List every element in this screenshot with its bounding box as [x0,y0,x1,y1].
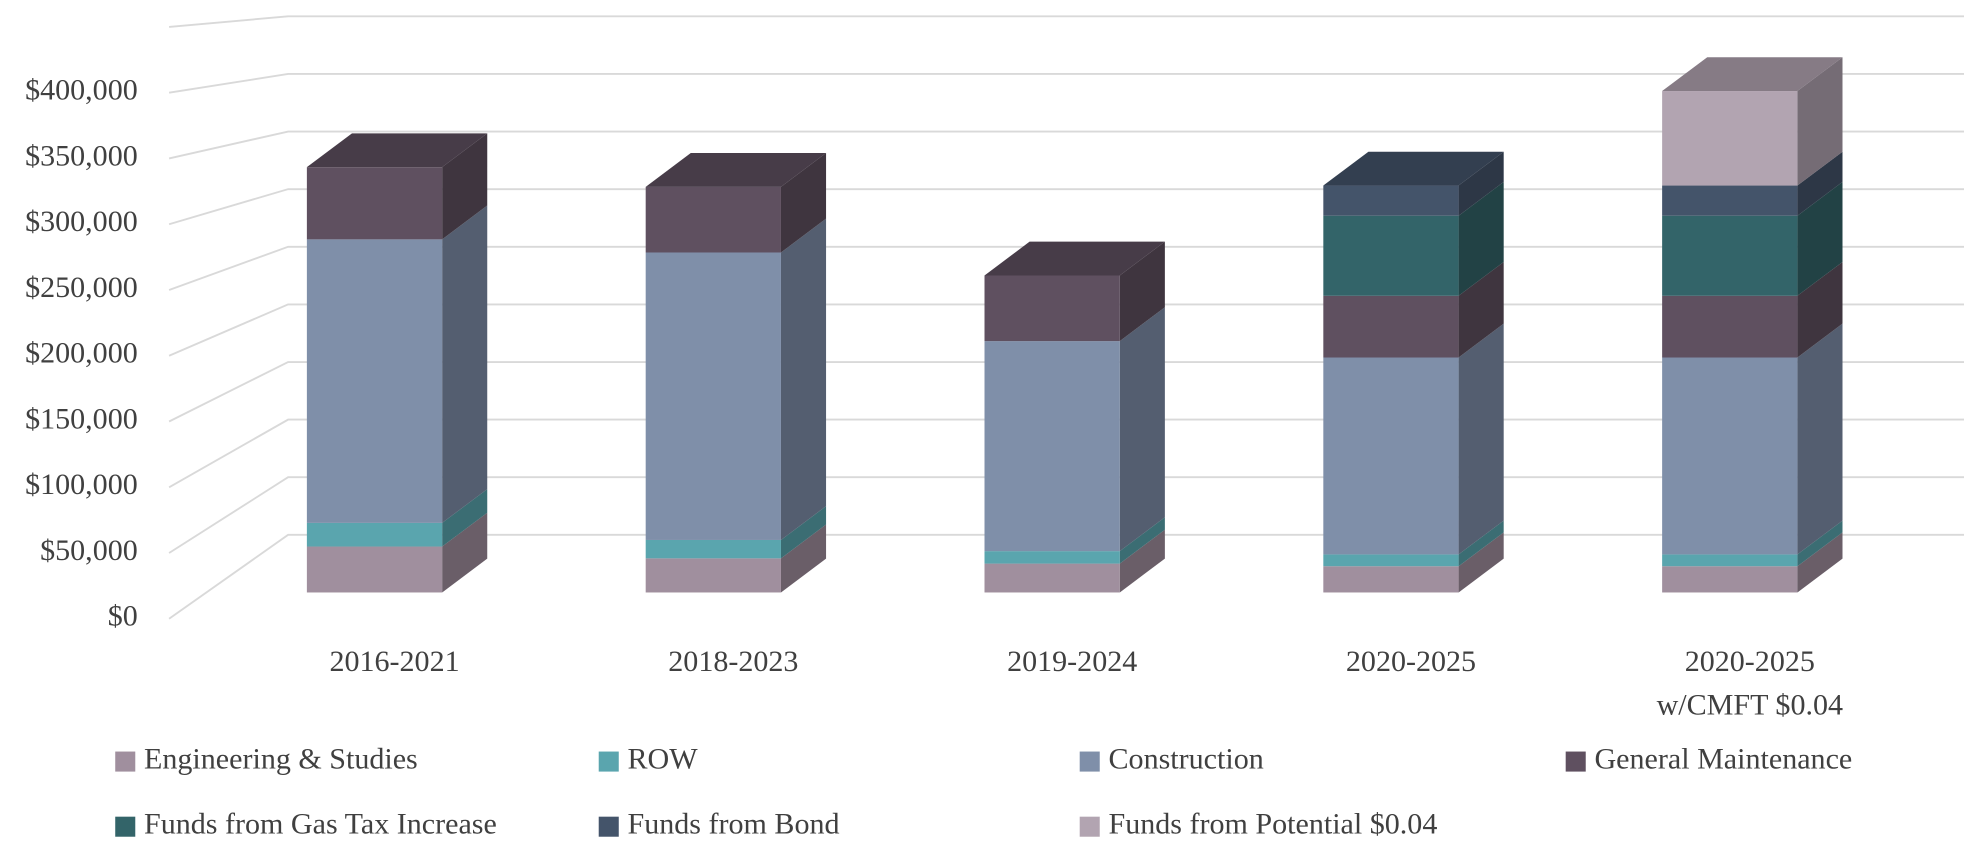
legend-label: ROW [628,741,699,775]
y-tick-label: $150,000 [25,401,138,435]
bar-side [1797,181,1843,296]
legend-swatch [1079,751,1100,772]
x-tick-label: 2016-2021 [329,644,459,678]
bar-segment [1323,295,1459,358]
bar-side [1119,307,1165,552]
bar-segment [645,539,781,559]
wall-edge [169,15,1964,28]
x-tick-label: 2019-2024 [1007,644,1137,678]
bar-segment [306,546,443,593]
bar-segment [306,239,443,523]
bar-segment [1662,554,1798,567]
bar-side [1458,261,1504,358]
bar-side [1458,151,1504,216]
legend-swatch [115,816,136,837]
legend-label: Construction [1109,741,1264,775]
bar-segment [1662,566,1798,593]
legend-swatch [598,751,619,772]
bar-side [1458,532,1504,593]
bar-top [645,153,827,187]
bar-segment [984,563,1120,593]
x-tick-label-line: 2020-2025 [1685,644,1815,678]
bar-segment [984,551,1120,564]
bar-top [306,133,488,168]
bar-top [1323,151,1504,186]
legend-label: Funds from Bond [628,807,840,841]
legend-swatch [115,751,136,772]
x-tick-label: 2020-2025 [1346,644,1476,678]
bar-segment [984,275,1120,342]
bar-segment [645,186,781,253]
bar-segment [306,167,443,240]
bar-segment [1323,357,1459,555]
y-tick-label: $100,000 [25,467,138,501]
bar-segment [1662,185,1798,216]
bar-side [780,218,827,540]
y-tick-label: $50,000 [40,533,138,567]
bar-side [780,524,827,593]
bar-segment [1323,185,1459,216]
legend-swatch [1565,751,1586,772]
bar-segment [1323,215,1459,296]
bar-side [1119,517,1165,564]
bar-side [442,133,488,240]
bar-segment [306,522,443,547]
bar-segment [1323,566,1459,593]
bar-side [442,489,488,547]
y-tick-label: $0 [108,599,138,633]
bar-segment [1662,295,1798,358]
bar-segment [984,341,1120,552]
y-tick-label: $350,000 [25,138,138,172]
bar-side [442,205,488,523]
bar-top [984,241,1165,276]
y-tick-label: $400,000 [25,73,138,107]
x-tick-label-line: w/CMFT $0.04 [1657,688,1843,722]
legend-label: General Maintenance [1594,741,1852,775]
bar-side [1797,261,1843,358]
bar-side [1458,323,1504,555]
legend-label: Funds from Gas Tax Increase [144,807,497,841]
bar-side [780,506,827,559]
bar-segment [645,252,781,540]
bar-segment [1662,91,1798,186]
bar-segment [645,558,781,593]
bar-top [1662,57,1843,92]
bar-segment [1323,554,1459,567]
bar-side [1797,323,1843,555]
bar-side [1797,520,1843,567]
bar-side [1119,529,1165,593]
bar-segment [1662,215,1798,296]
legend-label: Engineering & Studies [144,741,418,775]
bar-side [1458,520,1504,567]
grid-line [168,130,1964,160]
bar-side [780,153,827,253]
x-tick-label: 2020-2025 w/CMFT $0.04 [1657,644,1843,722]
grid-line [168,72,1964,94]
y-tick-label: $250,000 [25,270,138,304]
bar-side [1797,57,1843,186]
y-tick-label: $300,000 [25,204,138,238]
legend-swatch [1079,816,1100,837]
y-tick-label: $200,000 [25,336,138,370]
legend-swatch [598,816,619,837]
bar-side [1119,241,1165,342]
bar-segment [1662,357,1798,555]
x-tick-label: 2018-2023 [668,644,798,678]
bar-side [1458,181,1504,296]
bar-side [1797,532,1843,593]
bar-side [1797,151,1843,216]
bar-side [442,512,488,593]
legend-label: Funds from Potential $0.04 [1109,807,1438,841]
